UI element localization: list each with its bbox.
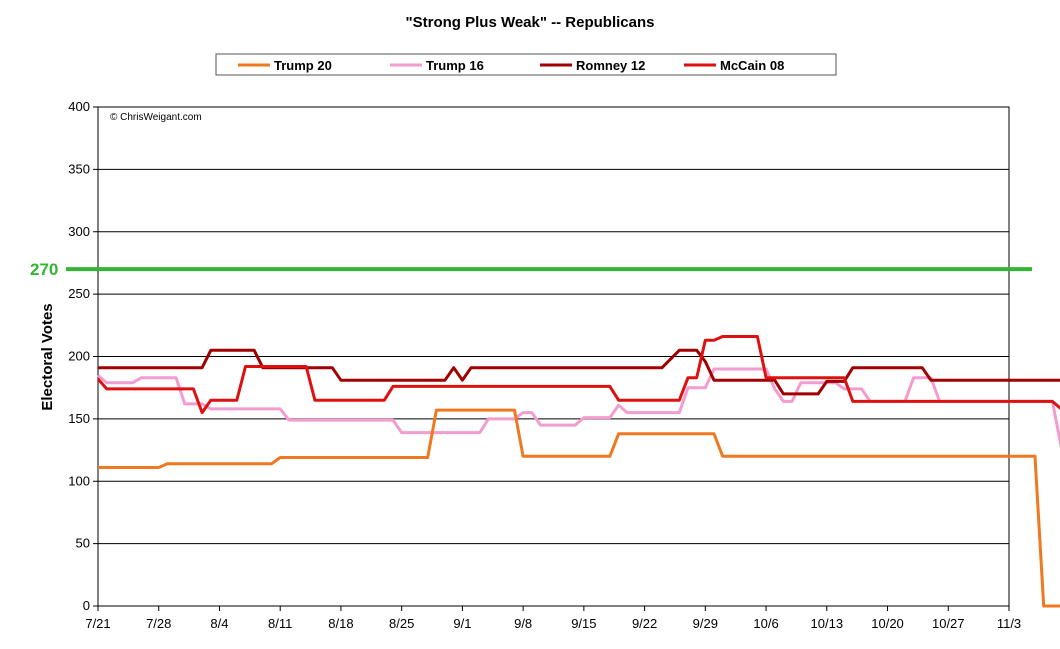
y-tick-label: 350: [68, 161, 90, 176]
plot-area: 0 50 100 150 200 250 300 350 400 7/21 7/28 8/4 8/11…: [30, 99, 1060, 631]
legend-item-mccain-08: McCain 08: [684, 58, 784, 73]
y-tick-label: 0: [83, 598, 90, 613]
y-tick-label: 100: [68, 473, 90, 488]
threshold-label: 270: [30, 260, 58, 279]
x-tick-label: 7/21: [85, 616, 110, 631]
x-tick-label: 8/25: [389, 616, 414, 631]
x-tick-label: 11/3: [997, 616, 1021, 631]
series-lines: [96, 335, 1060, 608]
series-line-romney-12: [98, 348, 1060, 396]
threshold: 270: [30, 260, 1032, 279]
x-tick-label: 9/8: [514, 616, 532, 631]
y-tick-label: 250: [68, 286, 90, 301]
legend-label: McCain 08: [720, 58, 784, 73]
series-line-trump-20: [98, 408, 1060, 608]
x-tick-label: 8/18: [328, 616, 353, 631]
y-axis-label: Electoral Votes: [39, 303, 56, 410]
x-tick-label: 9/1: [453, 616, 471, 631]
legend-item-trump-20: Trump 20: [238, 58, 332, 73]
y-tick-label: 150: [68, 411, 90, 426]
gridlines: [98, 168, 1009, 545]
y-tick-label: 50: [76, 536, 90, 551]
legend-items: Trump 20 Trump 16 Romney 12 McCain 08: [238, 58, 784, 73]
x-tick-label: 8/11: [268, 616, 292, 631]
x-tick-label: 10/27: [932, 616, 965, 631]
x-tick-label: 9/29: [693, 616, 718, 631]
legend-label: Trump 20: [274, 58, 332, 73]
x-tick-label: 10/20: [871, 616, 904, 631]
y-tick-label: 200: [68, 349, 90, 364]
legend-box: [215, 53, 837, 76]
series-line-mccain-08: [96, 335, 1060, 415]
y-ticks: 0 50 100 150 200 250 300 350 400: [68, 99, 98, 613]
legend: Trump 20 Trump 16 Romney 12 McCain 08: [215, 53, 837, 76]
x-tick-label: 8/4: [210, 616, 228, 631]
x-tick-label: 10/6: [753, 616, 778, 631]
legend-label: Romney 12: [576, 58, 645, 73]
chart-credit: © ChrisWeigant.com: [110, 112, 202, 123]
legend-item-trump-16: Trump 16: [390, 58, 484, 73]
legend-label: Trump 16: [426, 58, 484, 73]
legend-item-romney-12: Romney 12: [540, 58, 645, 73]
x-ticks: 7/21 7/28 8/4 8/11 8/18 8/25 9/1 9/8 9/15 9/22 9/2…: [85, 606, 1021, 631]
y-tick-label: 400: [68, 99, 90, 114]
x-tick-label: 7/28: [146, 616, 171, 631]
series-line-trump-16: [97, 367, 1060, 448]
x-tick-label: 9/22: [632, 616, 657, 631]
x-tick-label: 10/13: [811, 616, 844, 631]
x-tick-label: 9/15: [571, 616, 596, 631]
y-tick-label: 300: [68, 224, 90, 239]
chart-title: "Strong Plus Weak" -- Republicans: [406, 14, 655, 31]
